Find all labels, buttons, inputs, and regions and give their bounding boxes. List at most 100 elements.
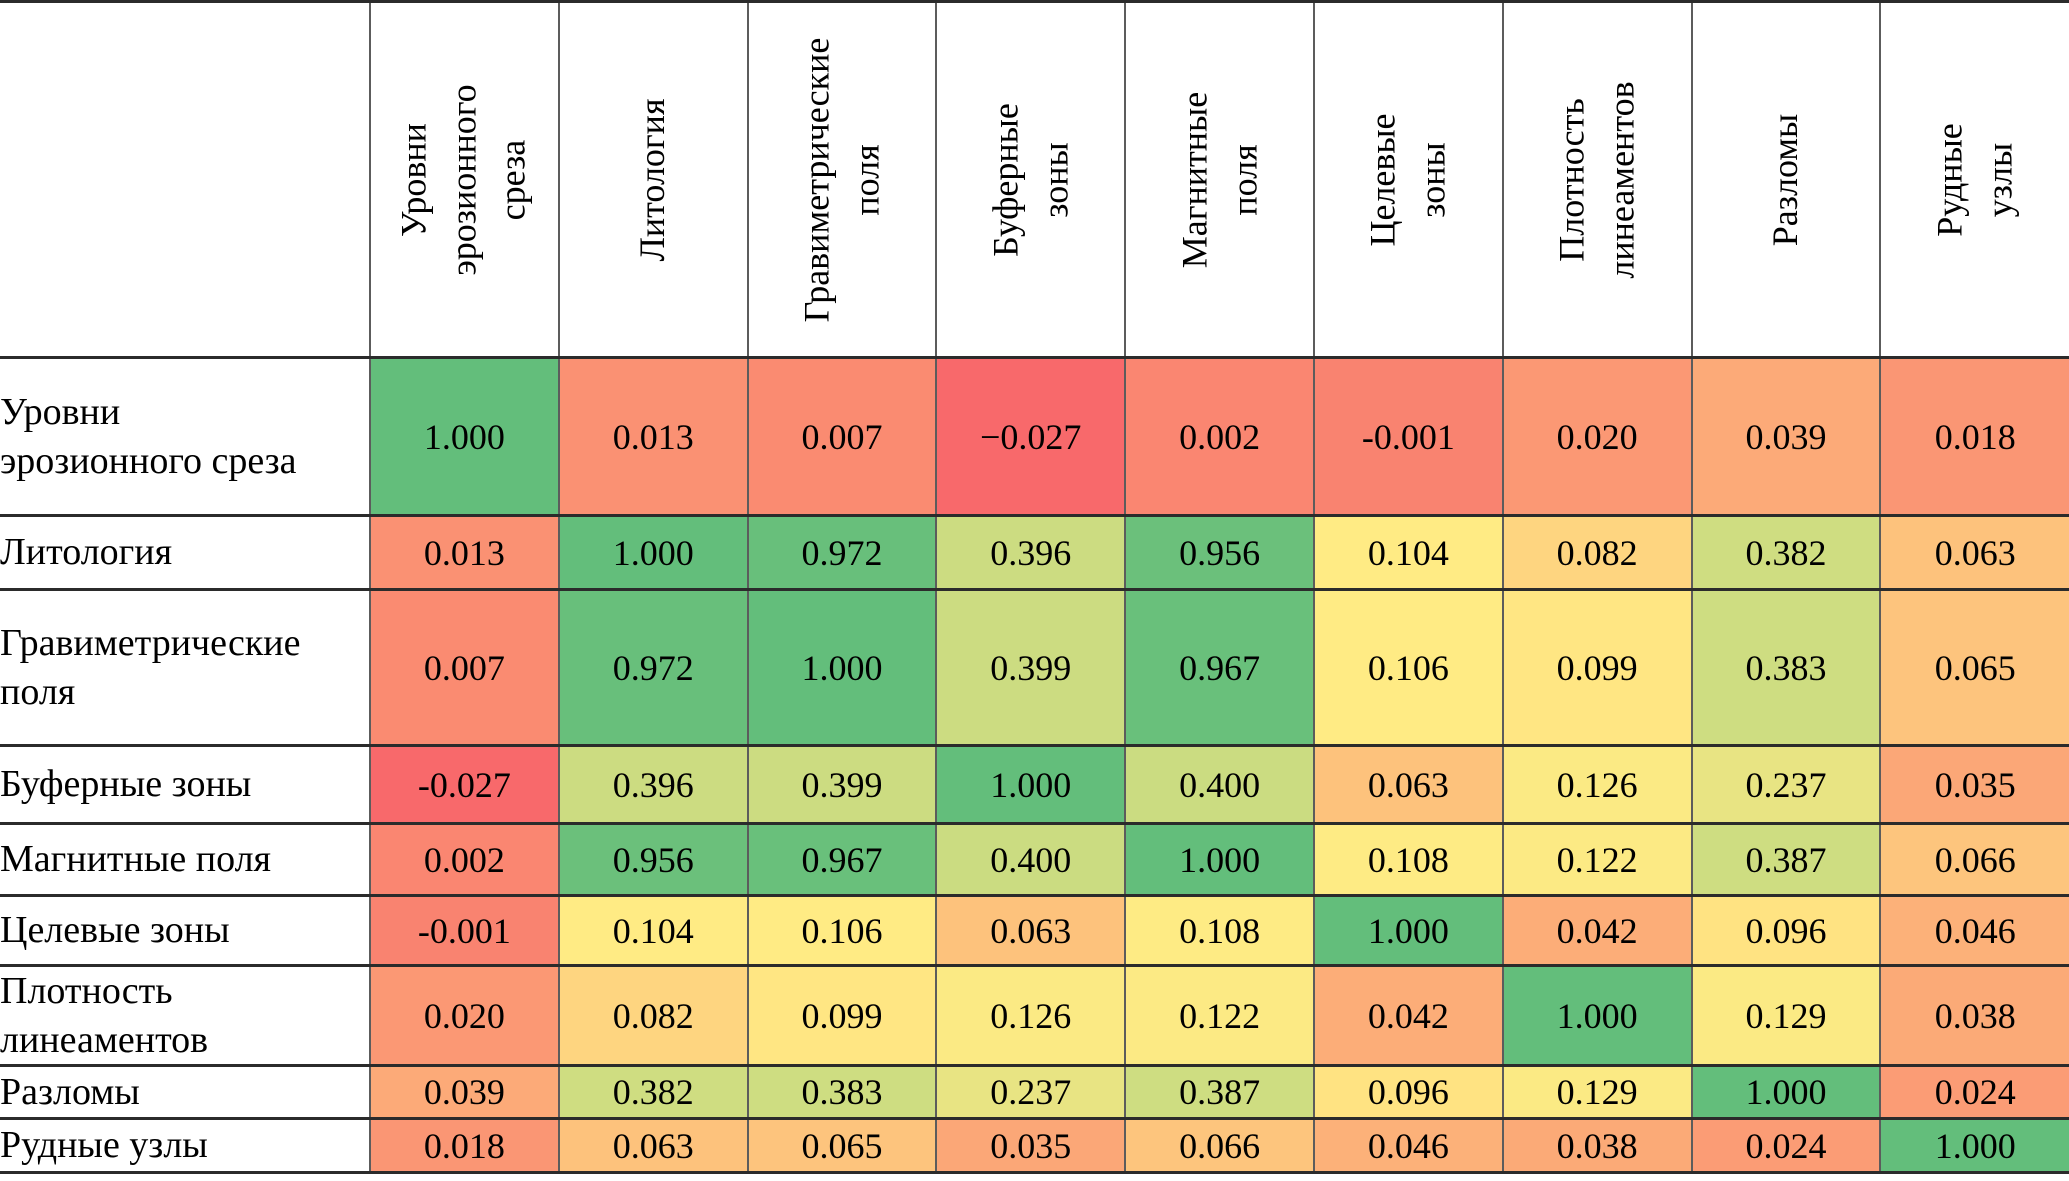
cell-r1c1: 1.000: [557, 514, 749, 591]
row-label-0: Уровни эрозионного среза: [0, 356, 371, 517]
cell-r4c2: 0.967: [746, 822, 938, 897]
cell-r5c4: 0.108: [1124, 894, 1315, 967]
cell-r8c1: 0.063: [557, 1117, 749, 1175]
row-label-7: Разломы: [0, 1064, 371, 1121]
cell-r6c2: 0.099: [746, 963, 938, 1068]
column-header-2: Гравиметрические поля: [746, 0, 938, 359]
cell-r2c5: 0.106: [1312, 588, 1504, 747]
cell-r5c3: 0.063: [935, 894, 1127, 967]
cell-r5c7: 0.096: [1690, 894, 1882, 967]
cell-r6c6: 1.000: [1501, 963, 1693, 1068]
column-header-1: Литология: [557, 0, 749, 359]
cell-r2c4: 0.967: [1124, 588, 1315, 747]
cell-r3c5: 0.063: [1312, 744, 1504, 825]
column-header-label: Плотность линеаментов: [1551, 80, 1642, 279]
table-row-2: Гравиметрические поля 0.007 0.972 1.000 0.39…: [0, 588, 2069, 747]
cell-r7c2: 0.383: [746, 1064, 938, 1121]
cell-r0c4: 0.002: [1124, 356, 1315, 517]
cell-r1c2: 0.972: [746, 514, 938, 591]
cell-r5c6: 0.042: [1501, 894, 1693, 967]
cell-r3c8: 0.035: [1879, 744, 2069, 825]
cell-r7c4: 0.387: [1124, 1064, 1315, 1121]
cell-r6c1: 0.082: [557, 963, 749, 1068]
cell-r1c8: 0.063: [1879, 514, 2069, 591]
column-header-label: Целевые зоны: [1362, 112, 1453, 247]
column-header-3: Буферные зоны: [935, 0, 1127, 359]
column-header-label: Гравиметрические поля: [796, 37, 886, 322]
cell-r4c1: 0.956: [557, 822, 749, 897]
cell-r6c3: 0.126: [935, 963, 1127, 1068]
cell-r6c7: 0.129: [1690, 963, 1882, 1068]
cell-r2c6: 0.099: [1501, 588, 1693, 747]
table-row-5: Целевые зоны -0.001 0.104 0.106 0.063 0.108 1.…: [0, 894, 2069, 967]
cell-r4c5: 0.108: [1312, 822, 1504, 897]
cell-r0c2: 0.007: [746, 356, 938, 517]
cell-r7c5: 0.096: [1312, 1064, 1504, 1121]
cell-r4c6: 0.122: [1501, 822, 1693, 897]
cell-r8c8: 1.000: [1879, 1117, 2069, 1175]
cell-r8c6: 0.038: [1501, 1117, 1693, 1175]
column-header-label: Буферные зоны: [985, 102, 1075, 257]
table-row-7: Разломы 0.039 0.382 0.383 0.237 0.387 0.096 0.1…: [0, 1064, 2069, 1121]
row-label-4: Магнитные поля: [0, 822, 371, 897]
corner-cell: [0, 0, 371, 359]
cell-r7c0: 0.039: [369, 1064, 560, 1121]
cell-r0c7: 0.039: [1690, 356, 1882, 517]
cell-r1c0: 0.013: [369, 514, 560, 591]
cell-r3c1: 0.396: [557, 744, 749, 825]
row-label-2: Гравиметрические поля: [0, 588, 371, 747]
column-header-7: Разломы: [1690, 0, 1882, 359]
cell-r2c1: 0.972: [557, 588, 749, 747]
cell-r1c6: 0.082: [1501, 514, 1693, 591]
cell-r4c7: 0.387: [1690, 822, 1882, 897]
cell-r6c4: 0.122: [1124, 963, 1315, 1068]
cell-r6c0: 0.020: [369, 963, 560, 1068]
cell-r2c2: 1.000: [746, 588, 938, 747]
column-header-label: Разломы: [1765, 113, 1806, 246]
cell-r4c4: 1.000: [1124, 822, 1315, 897]
cell-r8c0: 0.018: [369, 1117, 560, 1175]
cell-r7c7: 1.000: [1690, 1064, 1882, 1121]
cell-r7c8: 0.024: [1879, 1064, 2069, 1121]
cell-r1c3: 0.396: [935, 514, 1127, 591]
cell-r7c3: 0.237: [935, 1064, 1127, 1121]
table-row-4: Магнитные поля 0.002 0.956 0.967 0.400 1.000 0…: [0, 822, 2069, 897]
cell-r7c1: 0.382: [557, 1064, 749, 1121]
cell-r0c5: -0.001: [1312, 356, 1504, 517]
cell-r5c5: 1.000: [1312, 894, 1504, 967]
cell-r2c8: 0.065: [1879, 588, 2069, 747]
cell-r8c2: 0.065: [746, 1117, 938, 1175]
cell-r0c1: 0.013: [557, 356, 749, 517]
cell-r3c6: 0.126: [1501, 744, 1693, 825]
cell-r5c8: 0.046: [1879, 894, 2069, 967]
column-header-label: Магнитные поля: [1173, 91, 1264, 268]
column-header-0: Уровни эрозионного среза: [369, 0, 560, 359]
cell-r4c3: 0.400: [935, 822, 1127, 897]
cell-r3c2: 0.399: [746, 744, 938, 825]
row-label-6: Плотность линеаментов: [0, 963, 371, 1068]
cell-r3c7: 0.237: [1690, 744, 1882, 825]
column-header-5: Целевые зоны: [1312, 0, 1504, 359]
cell-r5c1: 0.104: [557, 894, 749, 967]
header-row: Уровни эрозионного среза Литология Гравиме…: [0, 0, 2069, 359]
matrix-body: Уровни эрозионного среза 1.000 0.013 0.007−…: [0, 356, 2069, 1175]
cell-r3c4: 0.400: [1124, 744, 1315, 825]
column-header-label: Литология: [632, 97, 673, 262]
cell-r4c8: 0.066: [1879, 822, 2069, 897]
cell-r6c8: 0.038: [1879, 963, 2069, 1068]
column-header-6: Плотность линеаментов: [1501, 0, 1693, 359]
table-row-0: Уровни эрозионного среза 1.000 0.013 0.007−…: [0, 356, 2069, 517]
row-label-3: Буферные зоны: [0, 744, 371, 825]
cell-r2c7: 0.383: [1690, 588, 1882, 747]
column-header-4: Магнитные поля: [1124, 0, 1315, 359]
row-label-1: Литология: [0, 514, 371, 591]
row-label-5: Целевые зоны: [0, 894, 371, 967]
cell-r6c5: 0.042: [1312, 963, 1504, 1068]
cell-r4c0: 0.002: [369, 822, 560, 897]
cell-r1c4: 0.956: [1124, 514, 1315, 591]
cell-r7c6: 0.129: [1501, 1064, 1693, 1121]
cell-r0c3: −0.027: [935, 356, 1127, 517]
cell-r8c4: 0.066: [1124, 1117, 1315, 1175]
